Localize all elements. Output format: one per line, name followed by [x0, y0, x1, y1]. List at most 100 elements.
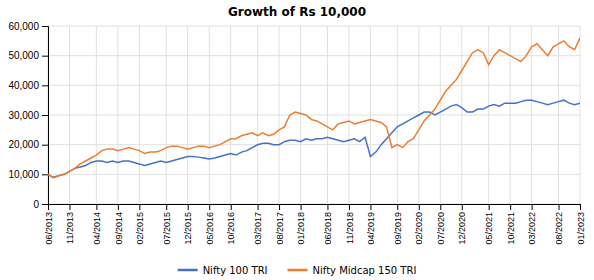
series-group [48, 38, 580, 178]
y-tick-label: 40,000 [8, 80, 39, 91]
x-tick-mark [188, 204, 189, 210]
grid-line-x [96, 26, 97, 204]
x-tick-mark [209, 204, 210, 210]
x-tick: 09/2014 [114, 204, 124, 245]
y-tick-label: 50,000 [8, 50, 39, 61]
x-tick-label: 03/2022 [527, 212, 537, 245]
x-tick-label: 02/2015 [135, 212, 145, 245]
series-line [48, 38, 580, 178]
x-tick-label: 01/2023 [576, 212, 586, 245]
grid-line-x [230, 26, 231, 204]
legend-label: Nifty Midcap 150 TRI [313, 265, 417, 276]
y-tick-mark [42, 26, 48, 27]
y-tick-mark [42, 115, 48, 116]
x-tick-label: 11/2013 [65, 212, 75, 244]
x-tick-mark [327, 204, 328, 210]
grid-line-x [510, 26, 511, 204]
x-tick-mark [349, 204, 350, 210]
x-tick-label: 01/2018 [296, 212, 306, 245]
x-tick-mark [258, 204, 259, 210]
x-tick: 01/2023 [576, 204, 586, 245]
x-tick-label: 12/2020 [457, 212, 467, 245]
legend-swatch [178, 269, 198, 272]
grid-line-x [139, 26, 140, 204]
grid-line-y [48, 115, 580, 116]
grid-line-x [69, 26, 70, 204]
x-tick-mark [370, 204, 371, 210]
grid-line-x [187, 26, 188, 204]
y-axis: 010,00020,00030,00040,00050,00060,000 [8, 21, 48, 210]
x-tick: 05/2016 [205, 204, 215, 245]
y-tick-label: 30,000 [8, 110, 39, 121]
legend: Nifty 100 TRINifty Midcap 150 TRI [178, 265, 417, 276]
x-tick: 11/2018 [345, 204, 355, 244]
y-tick-label: 10,000 [8, 169, 39, 180]
x-tick-label: 05/2021 [484, 212, 494, 245]
x-tick-mark [301, 204, 302, 210]
x-tick-mark [96, 204, 97, 210]
x-tick-label: 06/2018 [323, 212, 333, 245]
x-tick-label: 04/2014 [92, 212, 102, 245]
x-tick-label: 11/2018 [345, 212, 355, 244]
y-tick-label: 20,000 [8, 139, 39, 150]
grid-line-x [279, 26, 280, 204]
legend-item: Nifty Midcap 150 TRI [288, 265, 417, 276]
x-tick: 09/2019 [393, 204, 403, 245]
y-tick-mark [42, 56, 48, 57]
x-tick: 06/2013 [44, 204, 54, 245]
y-tick: 40,000 [8, 80, 48, 91]
x-tick-label: 04/2019 [366, 212, 376, 245]
x-tick: 03/2022 [527, 204, 537, 245]
x-tick-mark [279, 204, 280, 210]
grid-line-y [48, 85, 580, 86]
x-tick: 03/2017 [253, 204, 263, 245]
x-tick-label: 07/2020 [436, 212, 446, 245]
x-tick-label: 07/2015 [162, 212, 172, 245]
y-axis-line [42, 27, 49, 205]
x-tick: 08/2017 [275, 204, 285, 245]
x-tick-label: 10/2016 [226, 212, 236, 245]
x-tick: 04/2019 [366, 204, 376, 245]
y-tick: 60,000 [8, 21, 48, 32]
grid-line-x [580, 26, 581, 204]
grid-line-x [348, 26, 349, 204]
grid [48, 26, 580, 204]
grid-line-x [461, 26, 462, 204]
x-axis: 06/2013 11/2013 04/2014 09/2014 02/2015 07/20… [44, 204, 586, 245]
x-tick: 02/2020 [414, 204, 424, 245]
grid-line-y [48, 144, 580, 145]
x-tick: 12/2015 [183, 204, 193, 245]
grid-line-y [48, 26, 580, 27]
grid-line-y [48, 55, 580, 56]
x-tick-label: 09/2019 [393, 212, 403, 245]
x-tick: 06/2018 [323, 204, 333, 245]
x-tick-label: 09/2014 [114, 212, 124, 245]
x-tick-mark [166, 204, 167, 210]
grid-line-x [397, 26, 398, 204]
x-tick-label: 03/2017 [253, 212, 263, 245]
x-tick-label: 08/2022 [554, 212, 564, 245]
grid-line-x [558, 26, 559, 204]
x-tick-mark [118, 204, 119, 210]
x-tick-mark [489, 204, 490, 210]
x-tick-mark [419, 204, 420, 210]
x-tick: 12/2020 [457, 204, 467, 245]
x-tick: 07/2015 [162, 204, 172, 245]
x-tick-label: 10/2021 [506, 212, 516, 245]
x-tick: 07/2020 [436, 204, 446, 245]
x-tick: 08/2022 [554, 204, 564, 245]
grid-line-x [488, 26, 489, 204]
chart: Growth of Rs 10,000010,00020,00030,00040… [0, 0, 594, 280]
x-axis-line [49, 205, 581, 211]
grid-line-x [117, 26, 118, 204]
grid-line-x [531, 26, 532, 204]
x-tick-mark [69, 204, 70, 210]
x-tick-mark [510, 204, 511, 210]
x-tick-label: 02/2020 [414, 212, 424, 245]
x-tick-label: 12/2015 [183, 212, 193, 245]
title: Growth of Rs 10,000 [228, 5, 366, 19]
y-tick: 30,000 [8, 110, 48, 121]
grid-line-x [209, 26, 210, 204]
x-tick-mark [231, 204, 232, 210]
grid-line-y [48, 174, 580, 175]
